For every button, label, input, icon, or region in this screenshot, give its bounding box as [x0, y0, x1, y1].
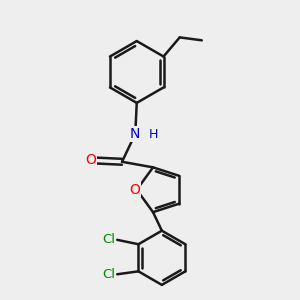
- Text: O: O: [129, 183, 140, 197]
- Text: N: N: [130, 127, 140, 141]
- Text: Cl: Cl: [103, 268, 116, 281]
- Text: Cl: Cl: [103, 233, 116, 246]
- Text: H: H: [149, 128, 158, 141]
- Text: O: O: [86, 153, 97, 167]
